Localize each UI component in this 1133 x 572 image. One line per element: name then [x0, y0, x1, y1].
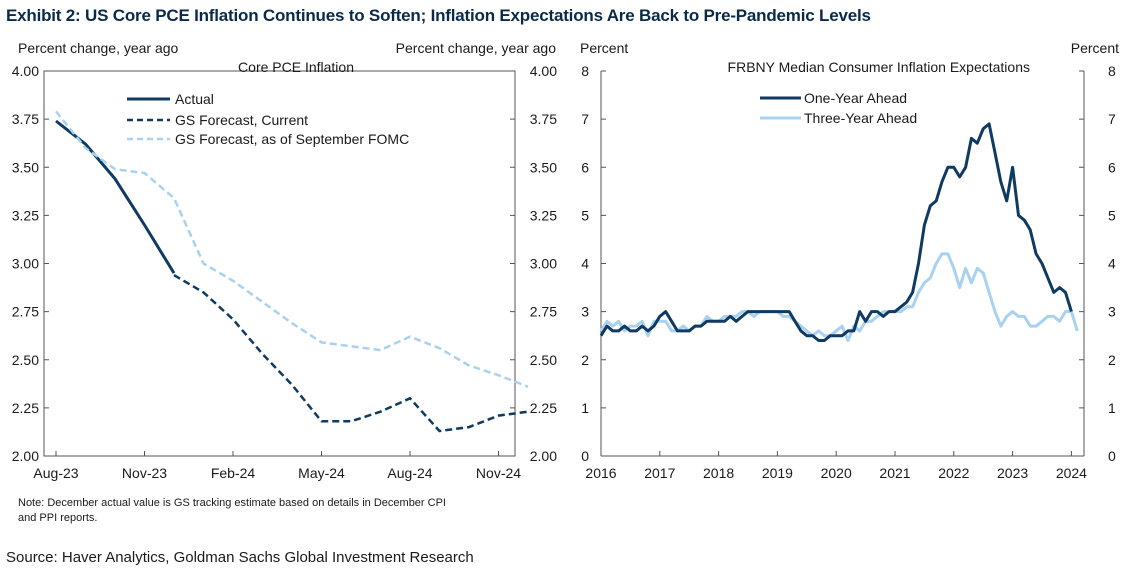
right-legend: One-Year Ahead Three-Year Ahead — [760, 90, 917, 126]
left-legend: Actual GS Forecast, Current GS Forecast,… — [127, 91, 409, 147]
right-chart-ytick-label-right: 6 — [1108, 159, 1116, 175]
right-chart-xtick-label: 2018 — [703, 465, 734, 481]
left-ylabel-left: Percent change, year ago — [18, 40, 179, 56]
left-plot-frame — [43, 70, 516, 457]
left-chart-title: Core PCE Inflation — [238, 59, 354, 75]
left-ytick-label-right: 2.25 — [530, 400, 557, 416]
left-ytick-label-right: 2.00 — [530, 448, 557, 464]
right-series-line-0 — [599, 122, 1073, 342]
right-chart-ytick-label-left: 1 — [581, 400, 589, 416]
right-chart-ytick-label-right: 4 — [1108, 256, 1116, 272]
left-series-line-1 — [173, 274, 529, 433]
right-chart-ytick-label-left: 4 — [581, 256, 589, 272]
right-chart-ytick-label-left: 8 — [581, 63, 589, 79]
right-chart-ytick-label-right: 8 — [1108, 63, 1116, 79]
left-series-line-2 — [55, 110, 529, 388]
right-ylabel-right: Percent — [1071, 40, 1119, 56]
left-ytick-label-right: 3.00 — [530, 256, 557, 272]
left-ytick-label-right: 3.25 — [530, 207, 557, 223]
right-chart-ytick-label-left: 2 — [581, 352, 589, 368]
right-chart-ytick-label-left: 5 — [581, 207, 589, 223]
exhibit-title: Exhibit 2: US Core PCE Inflation Continu… — [6, 6, 871, 25]
left-xtick-label: Nov-24 — [476, 465, 521, 481]
legend-label-gs-current: GS Forecast, Current — [175, 112, 308, 128]
legend-label-three-year: Three-Year Ahead — [804, 110, 917, 126]
left-series-line-0 — [55, 119, 176, 274]
right-chart-ytick-label-left: 0 — [581, 448, 589, 464]
left-ytick-label: 2.75 — [12, 304, 39, 320]
left-xtick-label: Nov-23 — [122, 465, 167, 481]
chart-marks: 4.00 4.00 3.75 3.75 3.50 3.50 3.25 3.25 3.00 3.00… — [12, 63, 1116, 481]
left-ytick-label-right: 4.00 — [530, 63, 557, 79]
left-ytick-label-right: 3.75 — [530, 111, 557, 127]
left-xtick-label: Aug-24 — [387, 465, 432, 481]
left-ytick-label: 3.50 — [12, 159, 39, 175]
right-chart-xtick-label: 2022 — [938, 465, 969, 481]
source-note: Source: Haver Analytics, Goldman Sachs G… — [6, 549, 474, 566]
right-chart-xtick-label: 2020 — [821, 465, 852, 481]
right-chart-xtick-label: 2019 — [762, 465, 793, 481]
left-ytick-label-right: 3.50 — [530, 159, 557, 175]
right-chart-xtick-label: 2021 — [879, 465, 910, 481]
right-chart-xtick-label: 2017 — [644, 465, 675, 481]
left-ytick-label: 3.00 — [12, 256, 39, 272]
left-ytick-label: 4.00 — [12, 63, 39, 79]
right-chart-ytick-label-left: 6 — [581, 159, 589, 175]
left-ytick-label: 3.25 — [12, 207, 39, 223]
note-line-2: and PPI reports. — [18, 512, 98, 524]
right-chart-xtick-label: 2016 — [585, 465, 616, 481]
right-chart-xtick-label: 2023 — [997, 465, 1028, 481]
left-ytick-label: 2.00 — [12, 448, 39, 464]
left-ytick-label: 3.75 — [12, 111, 39, 127]
right-chart-ytick-label-right: 5 — [1108, 207, 1116, 223]
left-ylabel-right: Percent change, year ago — [396, 40, 557, 56]
legend-label-actual: Actual — [175, 91, 214, 107]
right-ylabel-left: Percent — [580, 40, 628, 56]
right-chart-ytick-label-right: 0 — [1108, 448, 1116, 464]
right-chart-ytick-label-right: 2 — [1108, 352, 1116, 368]
right-chart-ytick-label-right: 7 — [1108, 111, 1116, 127]
right-chart-ytick-label-right: 3 — [1108, 304, 1116, 320]
left-chart-note: Note: December actual value is GS tracki… — [18, 497, 446, 524]
legend-label-gs-september: GS Forecast, as of September FOMC — [175, 131, 409, 147]
right-chart-xtick-label: 2024 — [1056, 465, 1087, 481]
left-xtick-label: May-24 — [298, 465, 345, 481]
right-chart-ytick-label-left: 7 — [581, 111, 589, 127]
legend-label-one-year: One-Year Ahead — [804, 90, 907, 106]
left-xtick-label: Aug-23 — [33, 465, 78, 481]
left-xtick-label: Feb-24 — [211, 465, 256, 481]
right-chart-ytick-label-right: 1 — [1108, 400, 1116, 416]
left-ytick-label-right: 2.75 — [530, 304, 557, 320]
right-chart-ytick-label-left: 3 — [581, 304, 589, 320]
right-series-line-1 — [599, 252, 1079, 342]
right-chart-title: FRBNY Median Consumer Inflation Expectat… — [728, 59, 1030, 75]
left-ytick-label-right: 2.50 — [530, 352, 557, 368]
note-line-1: Note: December actual value is GS tracki… — [18, 497, 446, 509]
left-ytick-label: 2.50 — [12, 352, 39, 368]
left-ytick-label: 2.25 — [12, 400, 39, 416]
